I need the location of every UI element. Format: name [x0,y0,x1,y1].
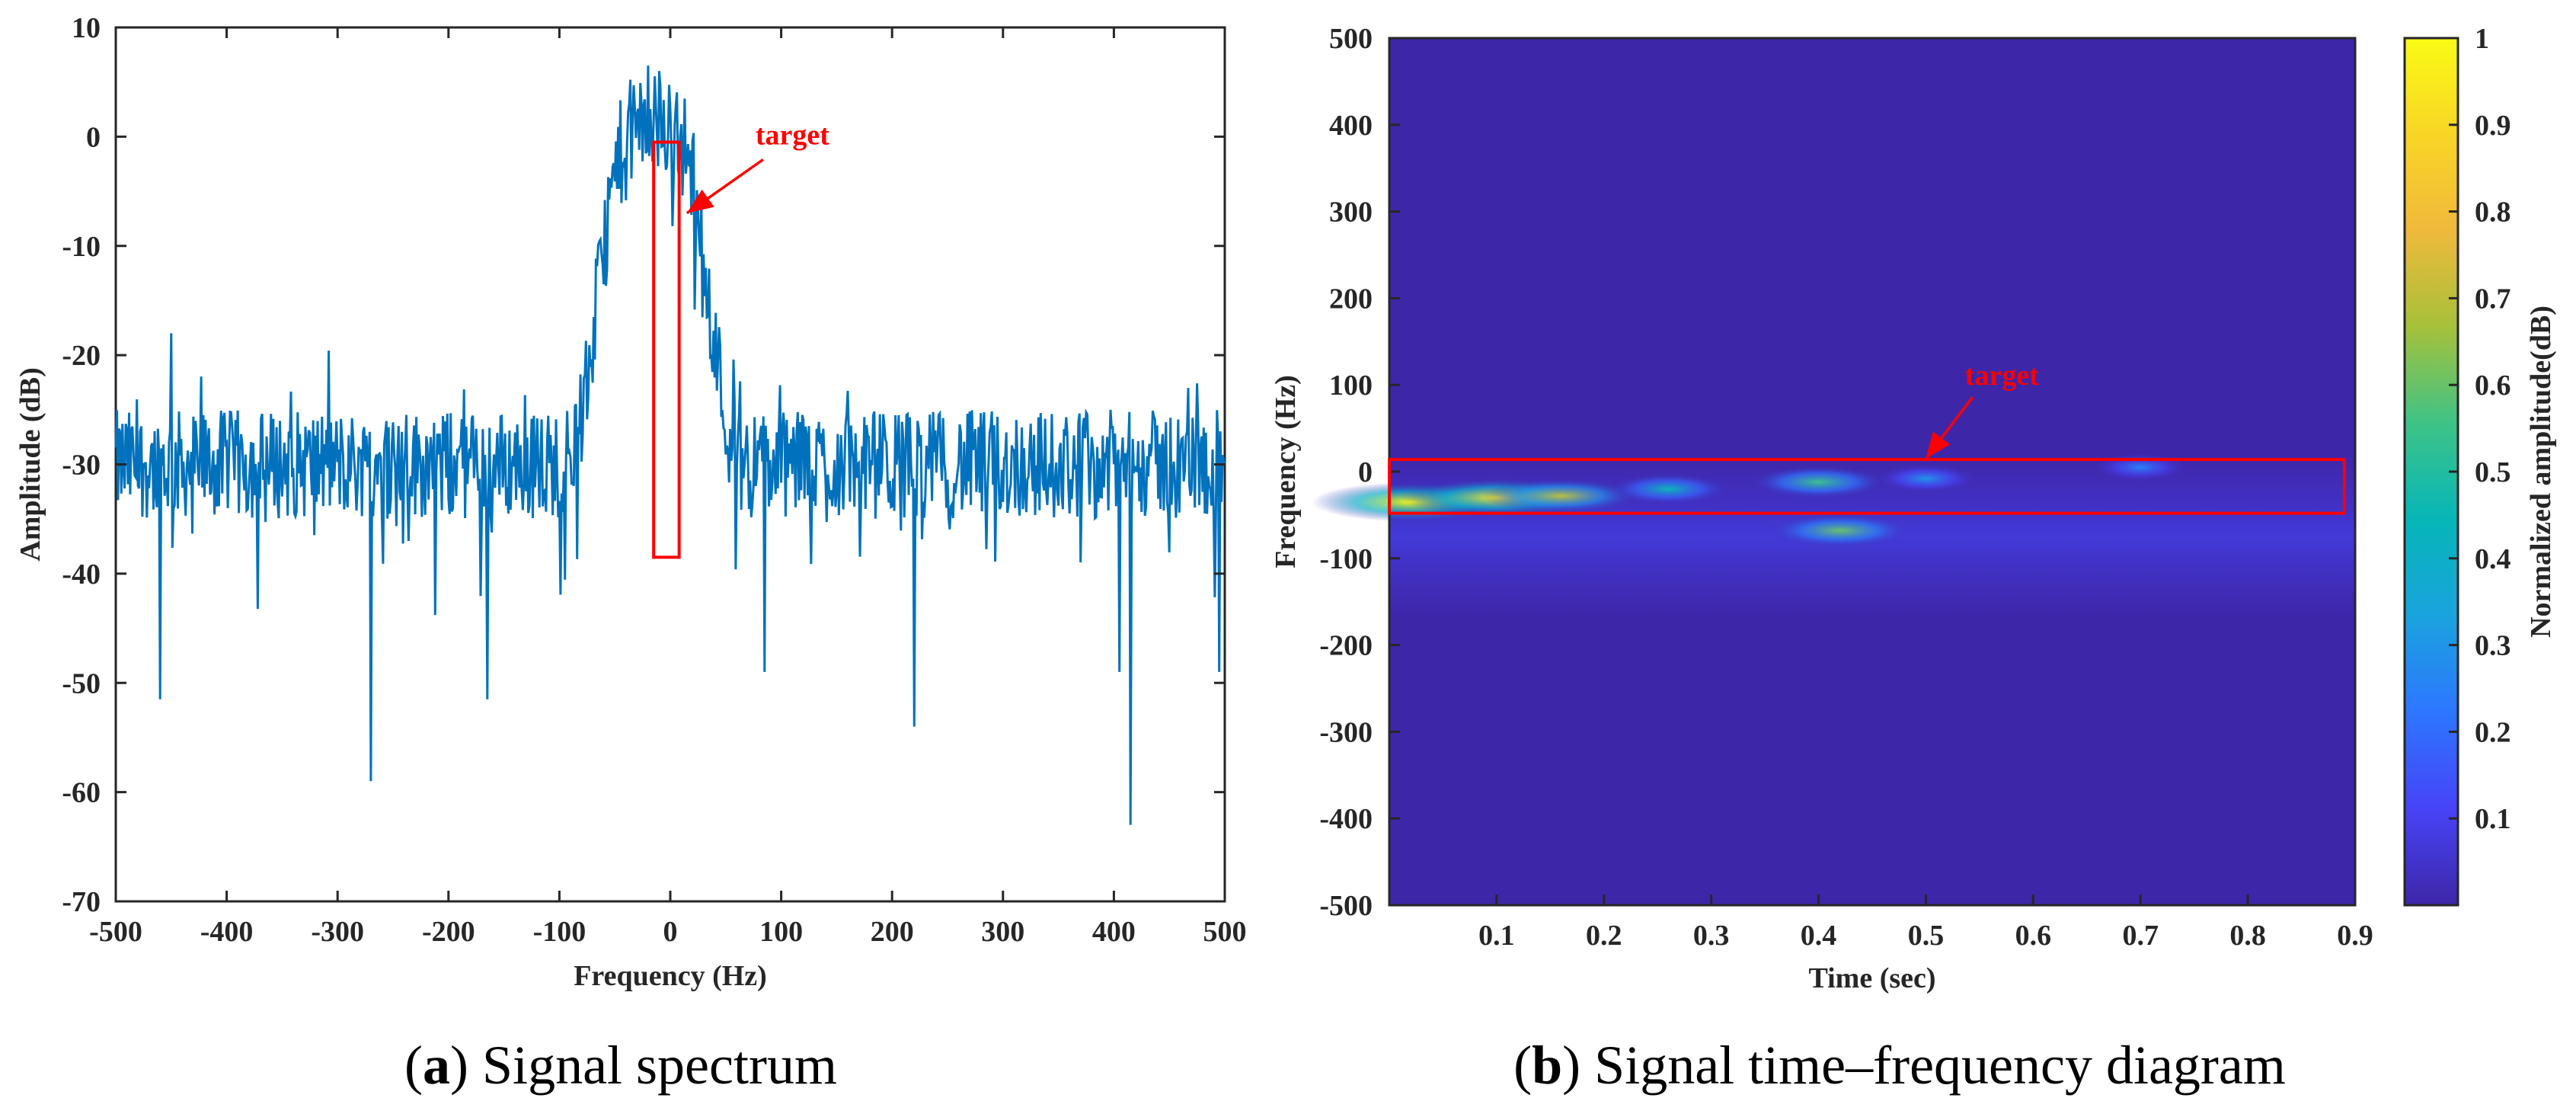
tf-y-tick-label: 0 [1358,456,1373,488]
spectrum-x-tick-label: 100 [759,916,803,948]
spectrum-x-tick-label: 0 [663,916,678,948]
spectrum-y-axis-label: Amplitude (dB) [14,367,46,561]
panel-a-spectrum: -500 -400 -300 -200 -100 0 100 200 300 400 500100-… [14,12,1247,992]
colorbar-tick-label: 0.4 [2475,543,2511,575]
tf-y-tick-label: -500 [1319,890,1373,922]
colorbar-tick-label: 0.5 [2475,456,2511,488]
tf-y-tick-label: -200 [1319,630,1373,662]
tf-target-arrowhead [1926,431,1951,459]
caption-b-letter: b [1532,1035,1562,1096]
panel-b-time-frequency: 0.1 0.2 0.3 0.4 0.5 0.6 0.7 0.8 0.9 500 400 300 200 1… [1270,23,2557,994]
spectrum-line [114,66,1226,825]
spectrum-y-tick-label: 0 [86,121,101,153]
colorbar-tick-label: 0.1 [2475,803,2511,835]
tf-y-tick-label: -300 [1319,716,1373,748]
spectrum-y-tick-label: 10 [72,12,101,44]
spectrum-y-tick-label: -60 [62,777,101,809]
tf-hotspot [2092,453,2188,482]
colorbar-tick-label: 0.2 [2475,716,2511,748]
spectrum-y-tick-label: -10 [62,231,101,263]
spectrum-x-tick-label: 400 [1092,916,1136,948]
spectrum-x-tick-label: 200 [871,916,914,948]
tf-x-tick-label: 0.1 [1478,920,1515,952]
tf-hotspot [1874,464,1977,494]
spectrum-x-tick-label: -200 [422,916,475,948]
caption-a-text: Signal spectrum [482,1035,837,1096]
colorbar-label: Normalized amplitude(dB) [2525,306,2557,638]
tf-x-tick-label: 0.8 [2229,920,2266,952]
tf-y-tick-label: 100 [1329,370,1373,402]
colorbar-tick-label: 0.9 [2475,110,2511,142]
spectrum-x-tick-label: -500 [89,916,142,948]
tf-x-tick-label: 0.6 [2015,920,2052,952]
spectrum-x-tick-label: -400 [200,916,254,948]
spectrum-y-tick-label: -70 [62,886,101,918]
tf-x-axis-label: Time (sec) [1808,962,1935,994]
caption-a-letter: a [423,1035,450,1096]
spectrum-x-tick-label: -100 [533,916,586,948]
caption-b: (b) Signal time–frequency diagram [1513,1035,2286,1096]
tf-y-tick-label: -100 [1319,543,1373,575]
spectrum-y-tick-label: -40 [62,558,101,591]
spectrum-target-arrowhead [686,189,714,213]
tf-y-axis-label: Frequency (Hz) [1270,375,1302,568]
tf-x-tick-label: 0.4 [1801,920,1837,952]
spectrum-y-tick-label: -20 [62,340,101,372]
spectrum-target-label: target [756,119,829,151]
caption-b-text: Signal time–frequency diagram [1594,1035,2286,1096]
caption-a: (a) Signal spectrum [404,1035,837,1096]
tf-target-label: target [1965,360,2039,392]
colorbar-tick-label: 1 [2475,23,2489,55]
tf-x-tick-label: 0.7 [2122,920,2159,952]
spectrum-x-axis-label: Frequency (Hz) [574,960,767,992]
tf-hotspot [1606,473,1730,505]
spectrum-y-tick-label: -50 [62,667,101,699]
spectrum-y-tick-label: -30 [62,450,101,482]
colorbar-tick-label: 0.3 [2475,630,2511,662]
tf-hotspot [1768,514,1912,548]
tf-x-tick-label: 0.3 [1693,920,1730,952]
spectrum-target-box [652,140,681,559]
tf-hotspot [1482,478,1640,514]
colorbar-tick-label: 0.8 [2475,197,2511,229]
tf-y-tick-label: 400 [1329,110,1373,142]
colorbar-tick-label: 0.7 [2475,283,2511,315]
tf-y-tick-label: 200 [1329,283,1373,315]
tf-y-tick-label: -400 [1319,803,1373,835]
spectrum-x-tick-label: 300 [981,916,1024,948]
tf-heatmap [1312,453,2355,619]
spectrum-series [114,66,1226,825]
tf-target-box [1388,458,2346,515]
tf-y-tick-label: 500 [1329,23,1373,55]
tf-hotspot [1750,466,1887,499]
spectrum-x-tick-label: -300 [311,916,364,948]
tf-x-tick-label: 0.5 [1908,920,1945,952]
tf-y-tick-label: 300 [1329,197,1373,229]
tf-x-tick-label: 0.2 [1586,920,1622,952]
spectrum-x-tick-label: 500 [1203,916,1247,948]
tf-x-tick-label: 0.9 [2337,920,2373,952]
colorbar-tick-label: 0.6 [2475,370,2511,402]
